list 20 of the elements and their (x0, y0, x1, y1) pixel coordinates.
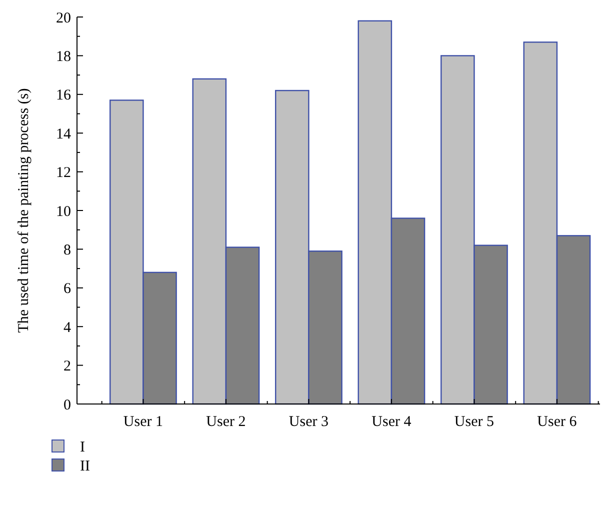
y-tick-label: 6 (64, 281, 72, 298)
x-tick-label: User 3 (288, 414, 328, 430)
x-tick-label: User 2 (206, 414, 246, 430)
y-tick-label: 2 (64, 358, 71, 375)
y-tick-label: 0 (64, 397, 71, 414)
x-tick-label: User 6 (537, 414, 578, 430)
y-tick-label: 20 (56, 10, 71, 26)
y-tick-label: 10 (56, 204, 71, 220)
x-tick-label: User 5 (454, 414, 494, 430)
x-tick-label: User 4 (372, 414, 412, 430)
legend-label: II (80, 458, 90, 474)
y-tick-label: 18 (56, 48, 71, 65)
y-tick-label: 16 (56, 88, 72, 104)
y-tick-label: 4 (64, 320, 72, 336)
legend-label: I (80, 439, 85, 456)
y-axis-title: The used time of the painting process (s) (16, 88, 32, 333)
x-tick-label: User 1 (123, 414, 163, 430)
y-tick-label: 8 (64, 242, 71, 258)
y-tick-label: 12 (56, 165, 71, 182)
y-tick-label: 14 (56, 126, 72, 142)
